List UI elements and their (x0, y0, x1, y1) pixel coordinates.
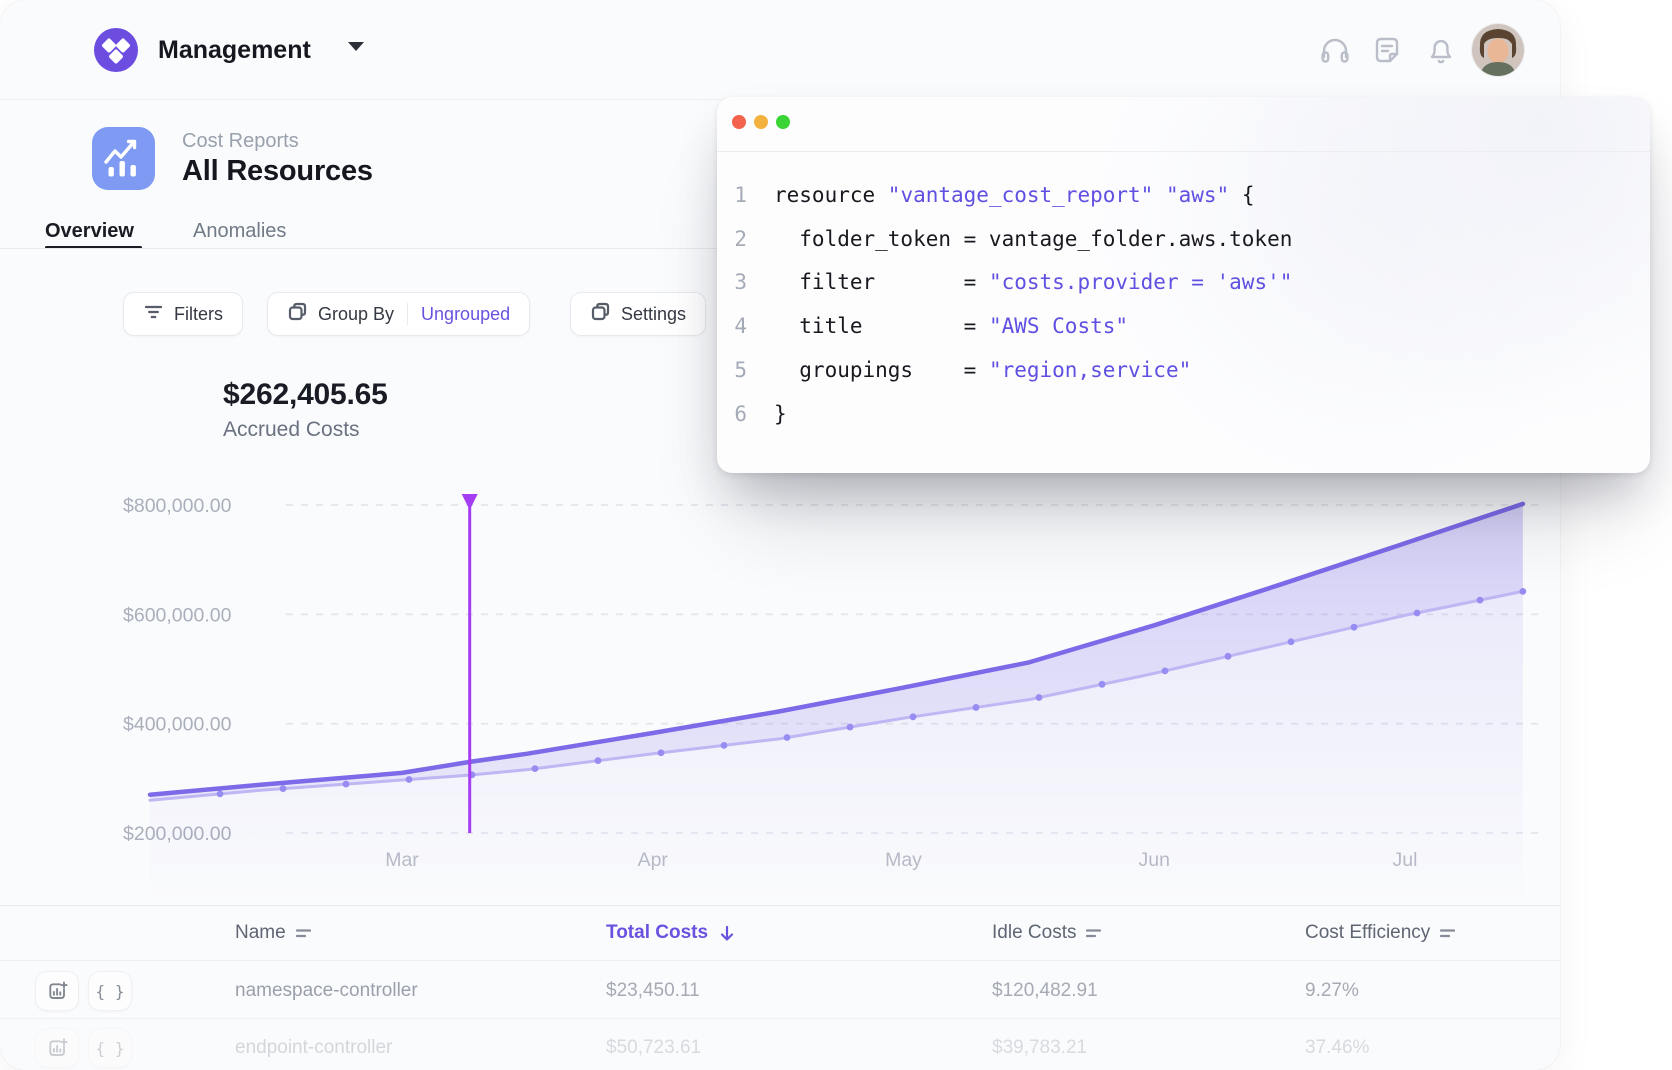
add-to-report-button[interactable] (35, 971, 79, 1011)
table-row[interactable]: { } namespace-controller $23,450.11 $120,48… (0, 962, 1560, 1019)
code-line: 2 folder_token = vantage_folder.aws.toke… (717, 217, 1650, 261)
page-title: All Resources (182, 155, 373, 187)
layers-icon (590, 301, 611, 327)
braces-icon: { } (95, 1038, 125, 1058)
filters-button[interactable]: Filters (123, 292, 243, 336)
group-by-value: Ungrouped (421, 303, 511, 324)
window-zoom-icon[interactable] (776, 115, 790, 129)
cost-efficiency-value: 9.27% (1305, 980, 1359, 1001)
sort-desc-arrow-icon (720, 925, 734, 941)
code-line: 1 resource "vantage_cost_report" "aws" { (717, 173, 1650, 217)
cost-efficiency-value: 37.46% (1305, 1037, 1370, 1058)
view-code-button[interactable]: { } (88, 1028, 132, 1068)
code-line: 4 title = "AWS Costs" (717, 304, 1650, 348)
workspace-switcher[interactable]: Management (158, 36, 311, 64)
code-lines: 1 resource "vantage_cost_report" "aws" {2… (717, 152, 1650, 436)
column-header-cost-efficiency[interactable]: Cost Efficiency (1305, 905, 1456, 961)
resource-name: endpoint-controller (235, 1037, 393, 1058)
filter-icon (143, 302, 164, 327)
svg-text:$800,000.00: $800,000.00 (123, 495, 232, 517)
column-header-total-costs[interactable]: Total Costs (606, 905, 736, 961)
user-avatar[interactable] (1472, 24, 1524, 76)
code-window-titlebar (717, 97, 1650, 152)
chart-marker[interactable] (461, 494, 478, 833)
table-row[interactable]: { } endpoint-controller $50,723.61 $39,783.… (0, 1019, 1560, 1070)
idle-costs-header-label: Idle Costs (992, 922, 1077, 943)
tab-overview[interactable]: Overview (45, 220, 134, 242)
tab-anomalies[interactable]: Anomalies (193, 220, 287, 242)
total-costs-value: $50,723.61 (606, 1037, 702, 1058)
vantage-logo-icon[interactable] (94, 28, 138, 72)
code-line: 6} (717, 392, 1650, 436)
group-by-label: Group By (318, 303, 395, 324)
code-line: 3 filter = "costs.provider = 'aws'" (717, 261, 1650, 305)
column-header-idle-costs[interactable]: Idle Costs (992, 905, 1102, 961)
window-close-icon[interactable] (732, 115, 746, 129)
view-code-button[interactable]: { } (88, 971, 132, 1011)
resource-name: namespace-controller (235, 980, 418, 1001)
table-divider (0, 905, 1560, 906)
chevron-down-icon[interactable] (348, 42, 364, 51)
cost-report-icon (92, 127, 155, 190)
group-by-button[interactable]: Group By Ungrouped (267, 292, 531, 336)
name-header-label: Name (235, 922, 286, 943)
total-costs-value: $23,450.11 (606, 980, 700, 1001)
button-divider (407, 303, 409, 325)
add-chart-icon (48, 981, 68, 999)
total-costs-header-label: Total Costs (606, 922, 709, 943)
chart-layers: $200,000.00$400,000.00$600,000.00$800,00… (123, 494, 1538, 905)
settings-button[interactable]: Settings (570, 292, 707, 336)
svg-text:$400,000.00: $400,000.00 (123, 714, 232, 736)
accrued-costs-label: Accrued Costs (223, 418, 360, 441)
bell-icon[interactable] (1424, 33, 1458, 67)
line-number: 4 (734, 314, 747, 339)
sort-icon (1086, 929, 1102, 938)
notes-icon[interactable] (1370, 33, 1404, 67)
filters-label: Filters (174, 303, 223, 324)
code-editor-window: 1 resource "vantage_cost_report" "aws" {2… (717, 97, 1650, 473)
app-header: Management (0, 0, 1560, 100)
breadcrumb: Cost Reports (182, 130, 299, 152)
cost-efficiency-header-label: Cost Efficiency (1305, 922, 1431, 943)
layers-icon (287, 301, 308, 327)
active-tab-underline (45, 246, 142, 249)
braces-icon: { } (95, 981, 125, 1001)
add-chart-icon (48, 1038, 68, 1056)
window-minimize-icon[interactable] (754, 115, 768, 129)
sort-icon (1440, 929, 1456, 938)
line-number: 2 (734, 226, 747, 251)
sort-icon (295, 929, 311, 938)
line-number: 5 (734, 358, 747, 383)
line-number: 1 (734, 182, 747, 207)
idle-costs-value: $120,482.91 (992, 980, 1098, 1001)
line-number: 3 (734, 270, 747, 295)
table-header: Name Total Costs Idle Costs Cost Efficie… (0, 905, 1560, 961)
add-to-report-button[interactable] (35, 1028, 79, 1068)
svg-text:$600,000.00: $600,000.00 (123, 604, 232, 626)
settings-label: Settings (621, 303, 687, 324)
line-number: 6 (734, 401, 747, 426)
code-line: 5 groupings = "region,service" (717, 348, 1650, 392)
headphones-icon[interactable] (1318, 33, 1352, 67)
cost-chart[interactable]: $200,000.00$400,000.00$600,000.00$800,00… (0, 450, 1560, 920)
accrued-costs-value: $262,405.65 (223, 378, 388, 411)
table-rows: { } namespace-controller $23,450.11 $120,48… (0, 962, 1560, 1070)
column-header-name[interactable]: Name (235, 905, 311, 961)
idle-costs-value: $39,783.21 (992, 1037, 1088, 1058)
